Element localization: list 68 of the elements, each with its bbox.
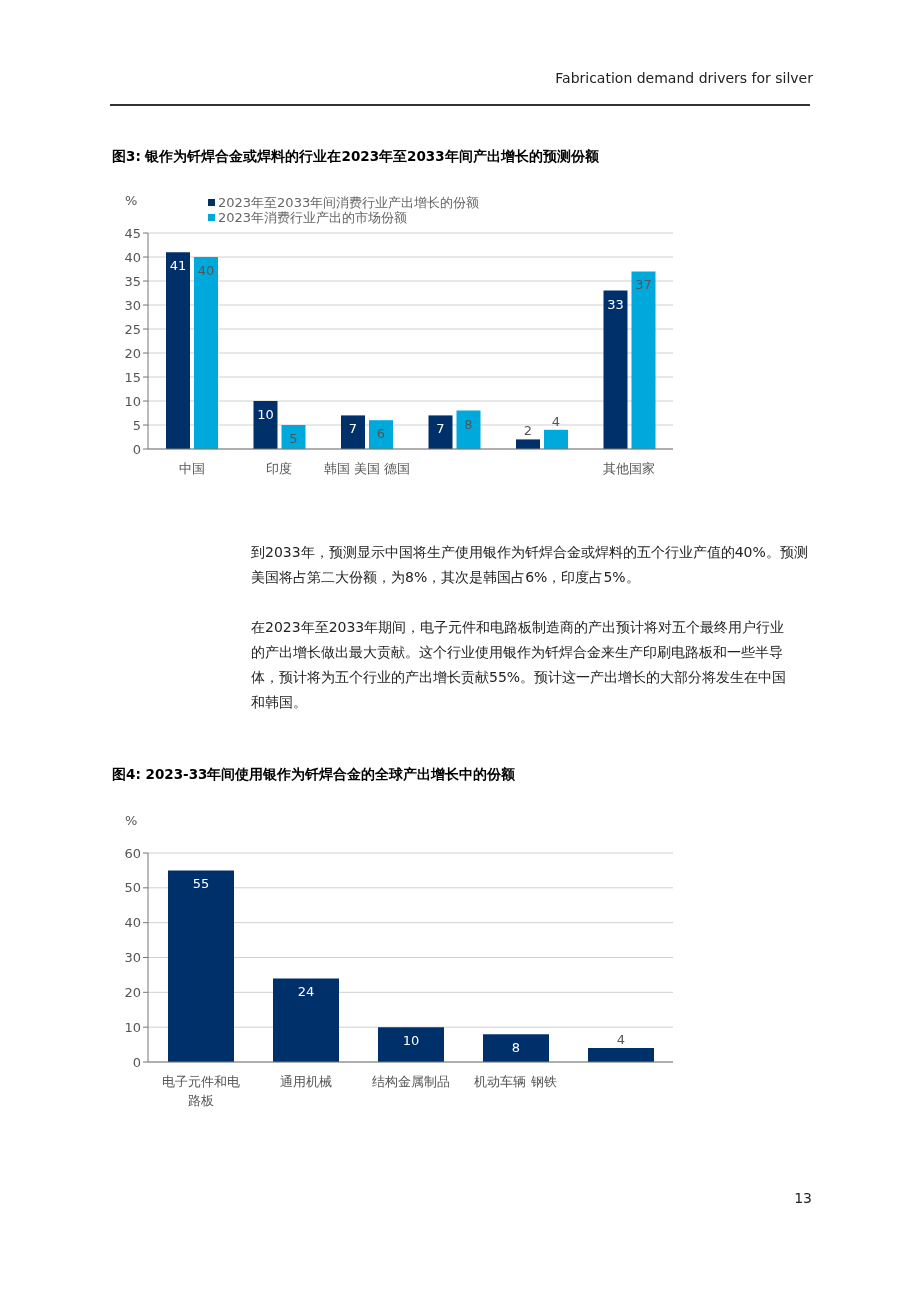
x-tick-label: 其他国家	[603, 461, 656, 476]
bar	[194, 257, 218, 449]
bar	[369, 420, 393, 449]
y-tick-label: 40	[124, 915, 141, 931]
y-tick-label: 20	[124, 345, 141, 361]
y-tick-label: 25	[124, 321, 141, 337]
data-label: 8	[511, 1040, 521, 1056]
data-label: 4	[551, 413, 561, 429]
y-tick-label: 30	[124, 297, 141, 313]
y-tick-label: 50	[124, 880, 141, 896]
x-tick-label: 中国	[178, 461, 205, 476]
bar	[341, 415, 365, 449]
data-label: 33	[607, 296, 624, 312]
data-label: 8	[464, 416, 473, 432]
legend-label: 2023年消费行业产出的市场份额	[218, 210, 408, 225]
x-tick-label: 电子元件和电路板	[161, 1074, 240, 1108]
y-tick-label: 35	[124, 273, 141, 289]
data-label: 41	[169, 258, 187, 274]
chart-title: 图3: 银作为钎焊合金或焊料的行业在2023年至2033年间产出增长的预测份额	[112, 148, 600, 166]
y-axis-title: %	[125, 813, 138, 828]
data-label: 2	[523, 423, 533, 439]
legend-label: 2023年至2033年间消费行业产出增长的份额	[218, 195, 480, 210]
bar	[631, 271, 656, 449]
data-label: 4	[616, 1032, 626, 1048]
y-tick-label: 45	[124, 225, 141, 241]
chart-title: 图4: 2023-33年间使用银作为钎焊合金的全球产出增长中的份额	[112, 766, 517, 784]
bar	[603, 290, 628, 449]
bar	[456, 410, 481, 449]
text: Fabrication demand drivers for silver	[554, 70, 813, 86]
x-tick-label: 通用机械	[279, 1074, 332, 1089]
data-label: 6	[376, 426, 386, 442]
data-label: 7	[436, 421, 445, 437]
data-label: 24	[297, 984, 315, 1000]
bar	[273, 978, 339, 1062]
y-tick-label: 15	[124, 369, 141, 385]
y-axis-title: %	[125, 193, 138, 208]
data-label: 40	[197, 263, 215, 278]
bar	[428, 415, 453, 449]
y-tick-label: 60	[124, 845, 141, 861]
y-tick-label: 10	[124, 1019, 141, 1035]
bar	[168, 870, 234, 1062]
x-tick-label: 机动车辆 钢铁	[474, 1074, 557, 1089]
bar	[544, 429, 568, 449]
bar	[516, 439, 540, 449]
data-label: 7	[348, 421, 358, 437]
y-tick-label: 0	[132, 1054, 141, 1070]
text: 到2033年，预测显示中国将生产使用银作为钎焊合金或焊料的五个行业产值的40%。预测美国将占第二大份额，为8%，其次是韩国占6%，印度占5%。	[251, 543, 809, 587]
y-tick-label: 0	[132, 441, 141, 457]
data-label: 10	[402, 1033, 420, 1049]
bar	[588, 1048, 654, 1062]
bar	[253, 401, 278, 449]
data-label: 55	[192, 876, 210, 892]
bar	[166, 252, 190, 449]
y-tick-label: 5	[132, 417, 141, 433]
data-label: 5	[289, 431, 298, 446]
y-tick-label: 20	[124, 984, 141, 1000]
text: 13	[793, 1190, 812, 1206]
x-tick-label: 结构金属制品	[371, 1074, 450, 1089]
y-tick-label: 30	[124, 950, 141, 966]
y-tick-label: 10	[124, 393, 141, 409]
data-label: 37	[635, 277, 652, 293]
text: 在2023年至2033年期间，电子元件和电路板制造商的产出预计将对五个最终用户行业的产出增长做出最大贡献。这个行业使用银作为钎焊合金来生产印刷电路板和一些半导体，预计将为五个行业的产出增长贡献55%。预计这一产出增长的大部分将发生在中国和韩国。	[251, 618, 788, 712]
bar	[378, 1027, 444, 1062]
x-tick-label: 印度	[266, 461, 293, 476]
bar	[483, 1034, 549, 1062]
y-tick-label: 40	[124, 249, 141, 265]
data-label: 10	[257, 407, 274, 422]
x-tick-label: 韩国 美国 德国	[323, 461, 410, 476]
